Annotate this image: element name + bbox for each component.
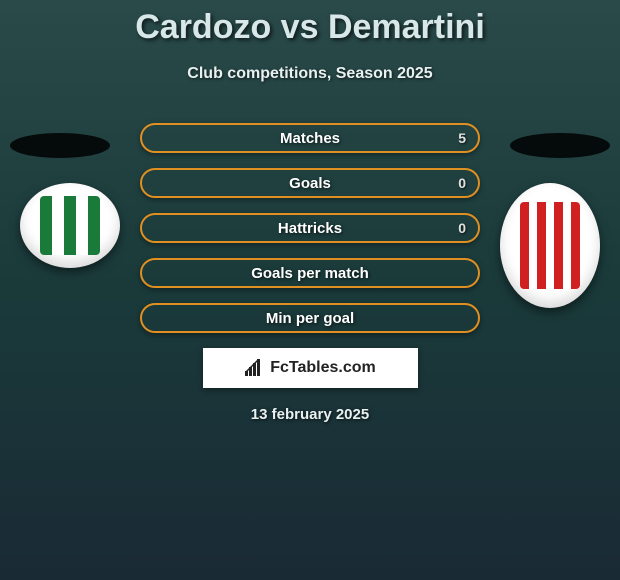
stat-label: Goals <box>289 175 331 192</box>
date-text: 13 february 2025 <box>0 406 620 423</box>
stat-value: 0 <box>458 175 466 191</box>
stat-value: 5 <box>458 130 466 146</box>
comparison-area: Matches 5 Goals 0 Hattricks 0 Goals per … <box>0 123 620 423</box>
brand-text: FcTables.com <box>270 359 376 377</box>
club-badge-left <box>20 183 120 268</box>
stat-value: 0 <box>458 220 466 236</box>
stat-row-hattricks: Hattricks 0 <box>140 213 480 243</box>
bars-icon <box>244 359 266 377</box>
stat-label: Min per goal <box>266 310 354 327</box>
stat-rows: Matches 5 Goals 0 Hattricks 0 Goals per … <box>140 123 480 333</box>
stat-row-matches: Matches 5 <box>140 123 480 153</box>
stat-label: Goals per match <box>251 265 369 282</box>
player-silhouette-left <box>10 133 110 158</box>
badge-stripes-green <box>40 196 100 256</box>
brand-logo: FcTables.com <box>244 359 376 377</box>
stat-label: Hattricks <box>278 220 342 237</box>
subtitle: Club competitions, Season 2025 <box>0 65 620 83</box>
page-title: Cardozo vs Demartini <box>0 0 620 47</box>
badge-stripes-red <box>520 202 580 290</box>
stat-row-goals-per-match: Goals per match <box>140 258 480 288</box>
player-silhouette-right <box>510 133 610 158</box>
stat-row-min-per-goal: Min per goal <box>140 303 480 333</box>
brand-box: FcTables.com <box>203 348 418 388</box>
club-badge-right <box>500 183 600 308</box>
stat-label: Matches <box>280 130 340 147</box>
stat-row-goals: Goals 0 <box>140 168 480 198</box>
